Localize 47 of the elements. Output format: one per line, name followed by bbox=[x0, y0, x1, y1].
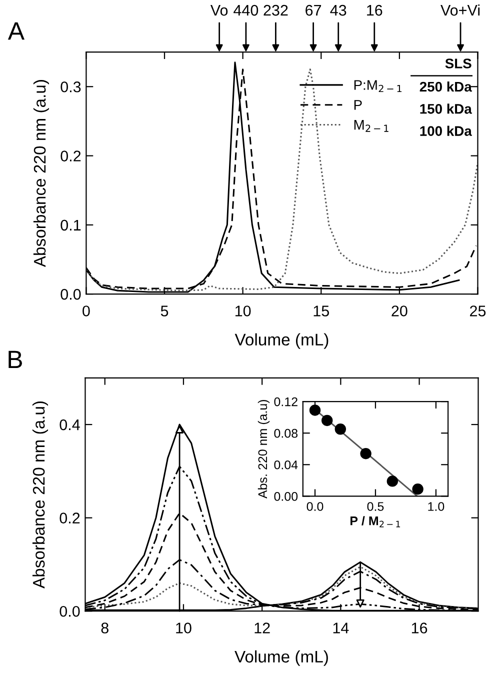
x-tick-label: 12 bbox=[254, 622, 270, 634]
y-tick-label: 0.0 bbox=[60, 606, 80, 617]
y-tick-label: 0.00 bbox=[274, 492, 298, 501]
y-tick-label: 0.1 bbox=[60, 220, 81, 231]
annotation: 100 kDa bbox=[420, 126, 472, 136]
text: 67 bbox=[306, 4, 322, 16]
x-tick-label: 25 bbox=[470, 306, 486, 316]
chart-title: A bbox=[8, 22, 25, 40]
legend-label: P:M$_{2−1}$ bbox=[354, 80, 402, 92]
y-axis-title: Absorbance 220 nm (a.u) bbox=[33, 80, 49, 268]
x-tick-label: 14 bbox=[333, 622, 349, 634]
x-tick-label: 16 bbox=[412, 622, 428, 634]
text: 232 bbox=[264, 4, 288, 16]
legend-label: M$_{2−1}$ bbox=[354, 120, 388, 132]
x-tick-label: 0.5 bbox=[367, 502, 384, 511]
x-tick-label: 0.0 bbox=[306, 502, 324, 511]
text: 440 bbox=[234, 4, 258, 16]
y-tick-label: 0.0 bbox=[60, 288, 81, 300]
x-tick-label: 10 bbox=[176, 622, 192, 634]
y-tick-label: 0.2 bbox=[60, 512, 80, 524]
legend-label: P bbox=[354, 100, 362, 110]
y-axis-title: Abs. 220 nm (a.u) bbox=[258, 400, 270, 499]
text: Vo+Vi bbox=[440, 4, 480, 16]
y-tick-label: 0.04 bbox=[274, 460, 298, 470]
text: 16 bbox=[367, 4, 382, 16]
x-tick-label: 10 bbox=[235, 306, 251, 316]
text: 43 bbox=[330, 4, 346, 16]
text: Vo bbox=[210, 5, 228, 16]
x-axis-title: Volume (mL) bbox=[234, 333, 328, 349]
x-tick-label: 8 bbox=[101, 622, 108, 634]
y-tick-label: 0.08 bbox=[274, 428, 298, 438]
annotation: 250 kDa bbox=[420, 81, 472, 92]
y-axis-title: Absorbance 220 nm (a.u) bbox=[32, 401, 48, 588]
x-axis-title: Volume (mL) bbox=[234, 650, 328, 666]
x-tick-label: 20 bbox=[392, 306, 408, 316]
annotation: 150 kDa bbox=[420, 104, 472, 114]
y-tick-label: 0.4 bbox=[60, 419, 80, 430]
x-tick-label: 1.0 bbox=[428, 502, 444, 511]
x-tick-label: 5 bbox=[160, 306, 168, 316]
y-tick-label: 0.12 bbox=[274, 397, 298, 406]
x-tick-label: 15 bbox=[314, 306, 329, 316]
x-tick-label: 0 bbox=[82, 306, 90, 316]
y-tick-label: 0.3 bbox=[60, 81, 81, 92]
y-tick-label: 0.2 bbox=[60, 150, 81, 162]
x-axis-title: P / M$_{2−1}$ bbox=[350, 516, 400, 528]
annotation: SLS bbox=[445, 58, 472, 68]
chart-title: B bbox=[8, 350, 22, 368]
